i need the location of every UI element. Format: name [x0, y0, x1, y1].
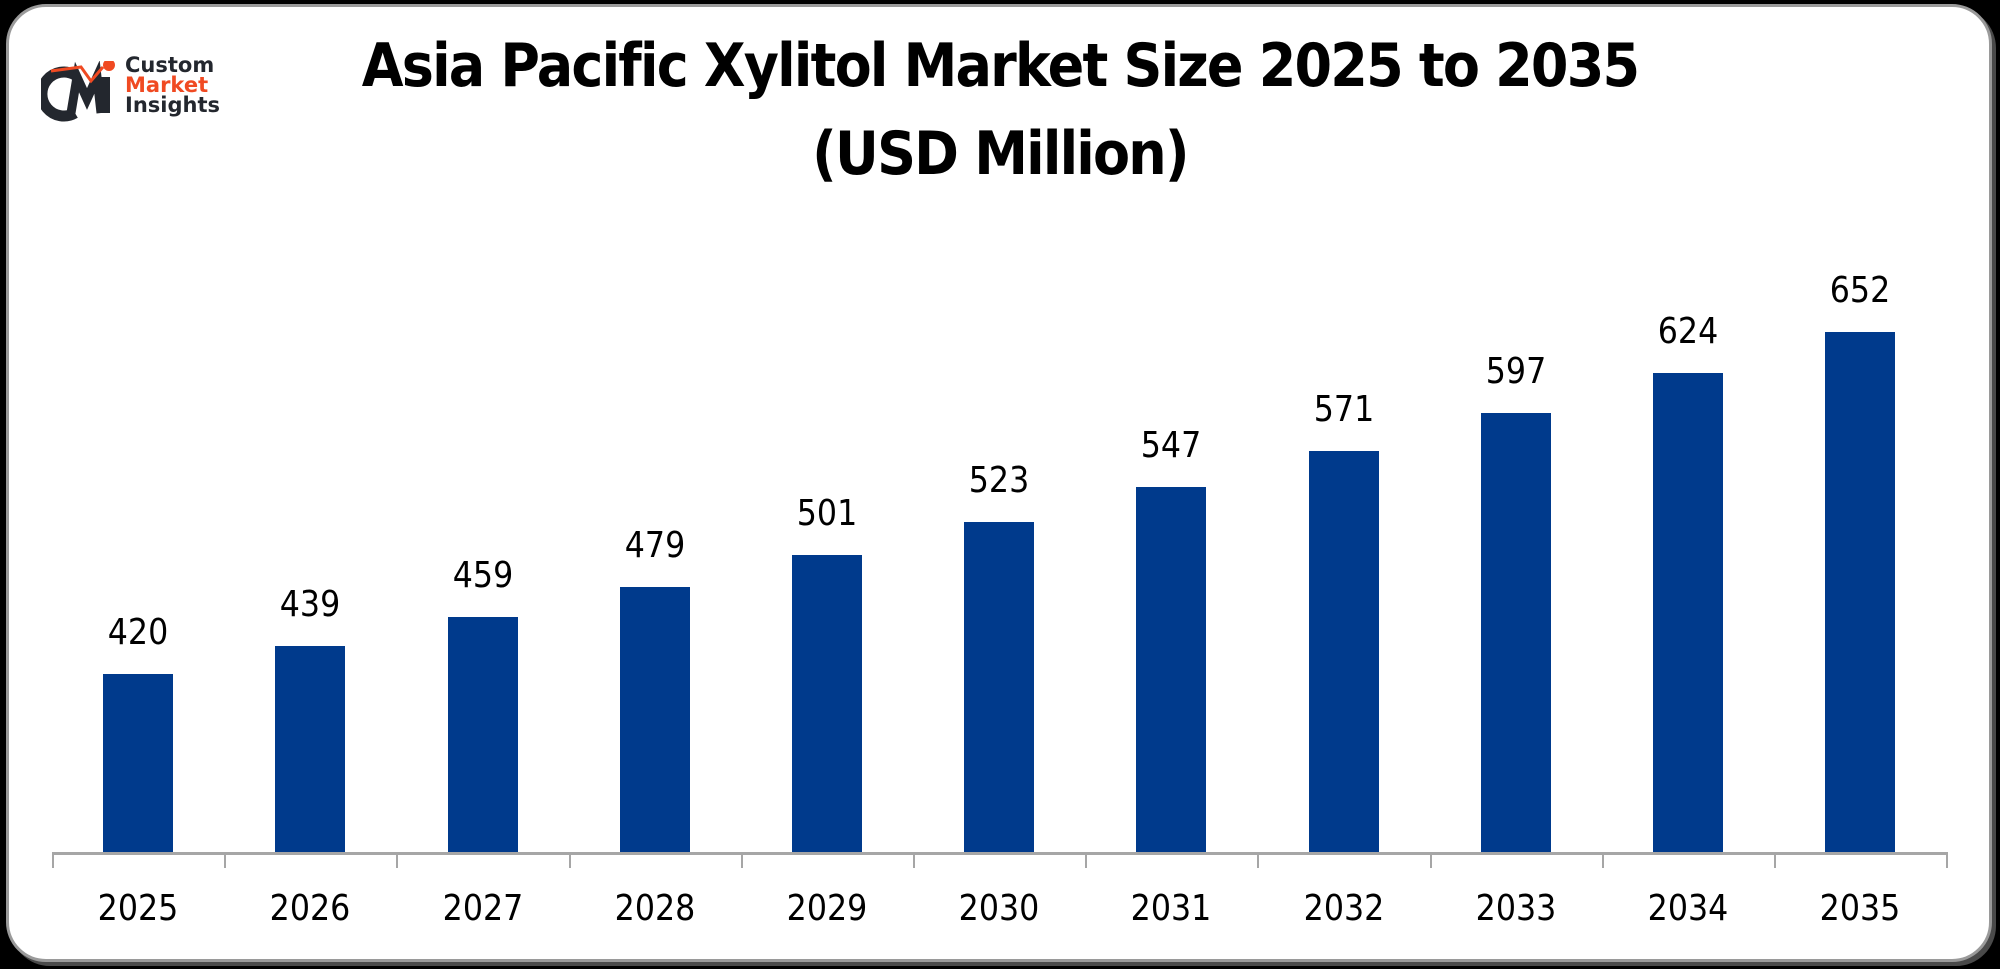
data-label: 523 [968, 460, 1030, 502]
bar-2029 [791, 554, 862, 852]
bar-2033 [1480, 413, 1551, 852]
x-axis-label: 2025 [97, 888, 179, 929]
bar-2030 [964, 522, 1035, 852]
x-axis-label: 2034 [1647, 888, 1729, 929]
x-axis-label: 2030 [958, 888, 1040, 929]
x-axis-tick [740, 852, 743, 868]
chart-title-line1: Asia Pacific Xylitol Market Size 2025 to… [361, 31, 1640, 101]
x-axis-tick [224, 852, 227, 868]
x-axis-tick [396, 852, 399, 868]
data-label: 571 [1313, 389, 1374, 431]
bar-2027 [447, 616, 518, 852]
x-axis-label: 2027 [442, 888, 523, 929]
x-axis-label: 2026 [269, 888, 351, 929]
data-label: 501 [796, 492, 858, 534]
x-axis-tick [52, 852, 54, 868]
x-axis-label: 2035 [1819, 888, 1901, 929]
x-axis-tick [1085, 852, 1088, 868]
data-label: 439 [280, 583, 341, 625]
x-axis-label: 2029 [786, 888, 868, 929]
data-label: 652 [1829, 270, 1891, 311]
bar-2025 [103, 674, 174, 852]
bar-2031 [1136, 486, 1207, 852]
bar-2035 [1825, 332, 1896, 852]
cmi-logo-icon [41, 61, 115, 122]
bar-2034 [1652, 373, 1723, 852]
x-axis-tick [568, 852, 571, 868]
chart-title: Asia Pacific Xylitol Market Size 2025 to… [100, 22, 1900, 198]
data-label: 597 [1485, 351, 1546, 393]
logo-wordmark: Custom Market Insights [125, 53, 220, 117]
x-axis-tick [1946, 852, 1949, 868]
x-axis-tick [913, 852, 915, 868]
x-axis-tick [1774, 852, 1776, 868]
x-axis-tick [1601, 852, 1604, 868]
x-axis-tick [1429, 852, 1432, 868]
x-axis-label: 2028 [614, 888, 696, 929]
x-axis-label: 2031 [1130, 888, 1212, 929]
x-axis-label: 2032 [1303, 888, 1384, 929]
bar-2026 [275, 645, 346, 852]
data-label: 420 [107, 612, 169, 653]
x-axis-tick [1257, 852, 1260, 868]
data-label: 479 [624, 525, 685, 567]
chart-title-line2: (USD Million) [812, 119, 1189, 189]
bar-2028 [619, 587, 690, 852]
bar-2032 [1308, 451, 1379, 852]
data-label: 624 [1657, 311, 1719, 353]
x-axis [52, 852, 1946, 855]
x-axis-label: 2033 [1475, 888, 1557, 929]
plot-area: 420 2025 439 2026 459 2027 479 2028 501 2029 523 20… [52, 140, 1949, 929]
company-logo: Custom Market Insights [41, 49, 221, 129]
data-label: 459 [452, 554, 513, 596]
data-label: 547 [1141, 424, 1202, 466]
